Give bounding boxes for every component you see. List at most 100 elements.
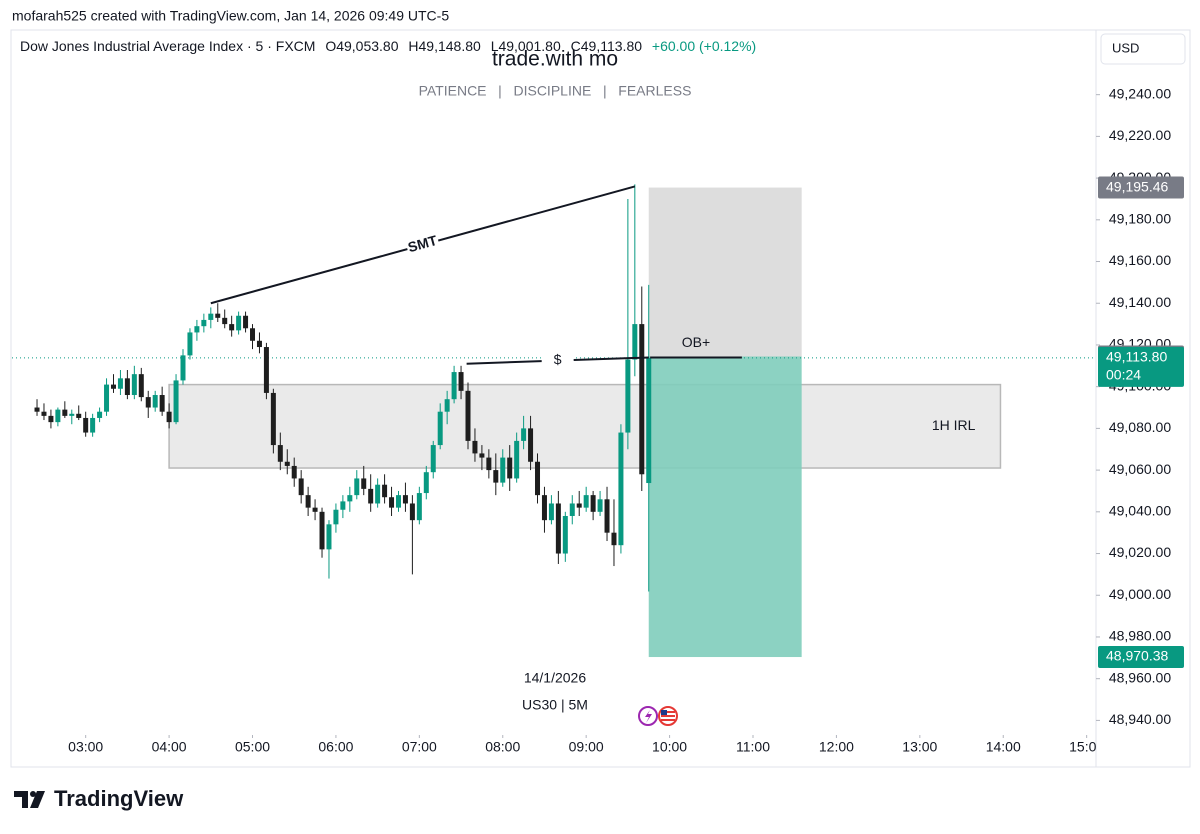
y-tick-label: 49,180.00 — [1109, 211, 1171, 227]
y-tick-label: 49,080.00 — [1109, 419, 1171, 435]
candle-body — [284, 461, 290, 466]
candle-body — [159, 395, 165, 412]
candle-body — [312, 507, 318, 512]
currency-button[interactable] — [1100, 33, 1186, 65]
chart-frame — [10, 29, 1191, 768]
candle-body — [236, 315, 242, 331]
annotation-label: SMT — [406, 232, 439, 255]
candle-body — [124, 378, 130, 396]
candle-body — [180, 355, 186, 381]
candle-body — [514, 440, 520, 479]
candle-body — [76, 413, 82, 418]
candle-body — [451, 372, 457, 400]
countdown: 00:24 — [1106, 367, 1141, 383]
candle-body — [541, 495, 547, 521]
candle-body — [625, 359, 631, 433]
close-text: C49,113.80 — [571, 38, 643, 54]
brand-logo — [14, 791, 45, 808]
candle-body — [48, 415, 54, 423]
x-tick-label: 05:00 — [235, 739, 270, 755]
candle-body — [583, 495, 589, 508]
candle-body — [117, 378, 123, 389]
candle-body — [375, 484, 381, 504]
y-tick-label: 48,960.00 — [1109, 669, 1171, 685]
candle-body — [597, 499, 603, 512]
stop-zone — [648, 187, 802, 357]
candle-body — [229, 324, 235, 331]
candle-body — [555, 503, 561, 554]
candle-body — [263, 347, 269, 393]
date-note: 14/1/2026 — [524, 670, 586, 686]
plot-area: 1H IRL SMT $ OB+ — [12, 184, 1095, 658]
annotation-label: $ — [553, 351, 562, 367]
candle-body — [479, 453, 485, 458]
credit: mofarah525 created with TradingView.com,… — [12, 8, 449, 24]
logo-dot — [30, 791, 36, 797]
candle-body — [361, 478, 367, 489]
candle-body — [298, 478, 304, 496]
candle-body — [604, 499, 610, 533]
flag-canton — [661, 710, 667, 715]
candle-body — [347, 495, 353, 502]
candle-body — [486, 457, 492, 471]
candle-body — [444, 399, 450, 412]
candle-body — [55, 409, 61, 423]
y-tick-label: 49,160.00 — [1109, 252, 1171, 268]
y-tick-label: 49,140.00 — [1109, 294, 1171, 310]
candle-body — [535, 461, 541, 496]
candle-body — [319, 511, 325, 550]
candle-body — [270, 392, 276, 446]
candle-body — [646, 357, 652, 484]
x-tick-label: 13:00 — [902, 739, 937, 755]
candle-body — [562, 515, 568, 554]
candle-body — [187, 332, 193, 356]
candle-body — [166, 411, 172, 423]
candle-body — [201, 319, 207, 327]
y-tick-label: 48,940.00 — [1109, 711, 1171, 727]
candle-body — [430, 445, 436, 473]
candle-body — [590, 495, 596, 512]
x-tick-label: 08:00 — [485, 739, 520, 755]
symbol: Dow Jones Industrial Average Index · 5 ·… — [20, 38, 315, 54]
candle-body — [354, 478, 360, 496]
candle-body — [152, 395, 158, 408]
y-tick-label: 49,020.00 — [1109, 544, 1171, 560]
high-text: H49,148.80 — [408, 38, 481, 54]
candle-body — [402, 495, 408, 504]
brand: TradingView — [54, 786, 184, 811]
candle-body — [618, 432, 624, 546]
tagline: PATIENCE | DISCIPLINE | FEARLESS — [419, 83, 692, 99]
y-tick-label: 49,000.00 — [1109, 586, 1171, 602]
zone-label: 1H IRL — [932, 417, 976, 433]
annotation-label-bg — [541, 351, 574, 371]
price-badge — [1098, 646, 1184, 669]
candle-body — [569, 503, 575, 516]
candle-body — [472, 440, 478, 454]
candle-body — [41, 411, 47, 416]
candle-body — [423, 472, 429, 494]
y-tick-label: 49,060.00 — [1109, 461, 1171, 477]
x-tick-label: 06:00 — [318, 739, 353, 755]
candle-body — [83, 417, 89, 433]
candle-body — [639, 324, 645, 475]
candle-body — [409, 503, 415, 521]
candle-body — [437, 411, 443, 446]
candle-body — [62, 409, 68, 416]
annotation-label: OB+ — [682, 334, 710, 350]
price-badge — [1098, 176, 1184, 199]
currency: USD — [1112, 40, 1139, 55]
y-tick-label: 49,220.00 — [1109, 127, 1171, 143]
instrument-note: US30 | 5M — [522, 697, 588, 713]
candle-body — [333, 509, 339, 525]
candle-body — [528, 428, 534, 462]
candle-body — [465, 390, 471, 441]
candle-body — [131, 374, 137, 396]
candle-body — [382, 484, 388, 498]
candle-body — [194, 326, 200, 333]
candle-body — [611, 532, 617, 546]
candle-body — [305, 495, 311, 508]
annotation-label-bg — [405, 231, 441, 258]
candle-body — [97, 411, 103, 418]
